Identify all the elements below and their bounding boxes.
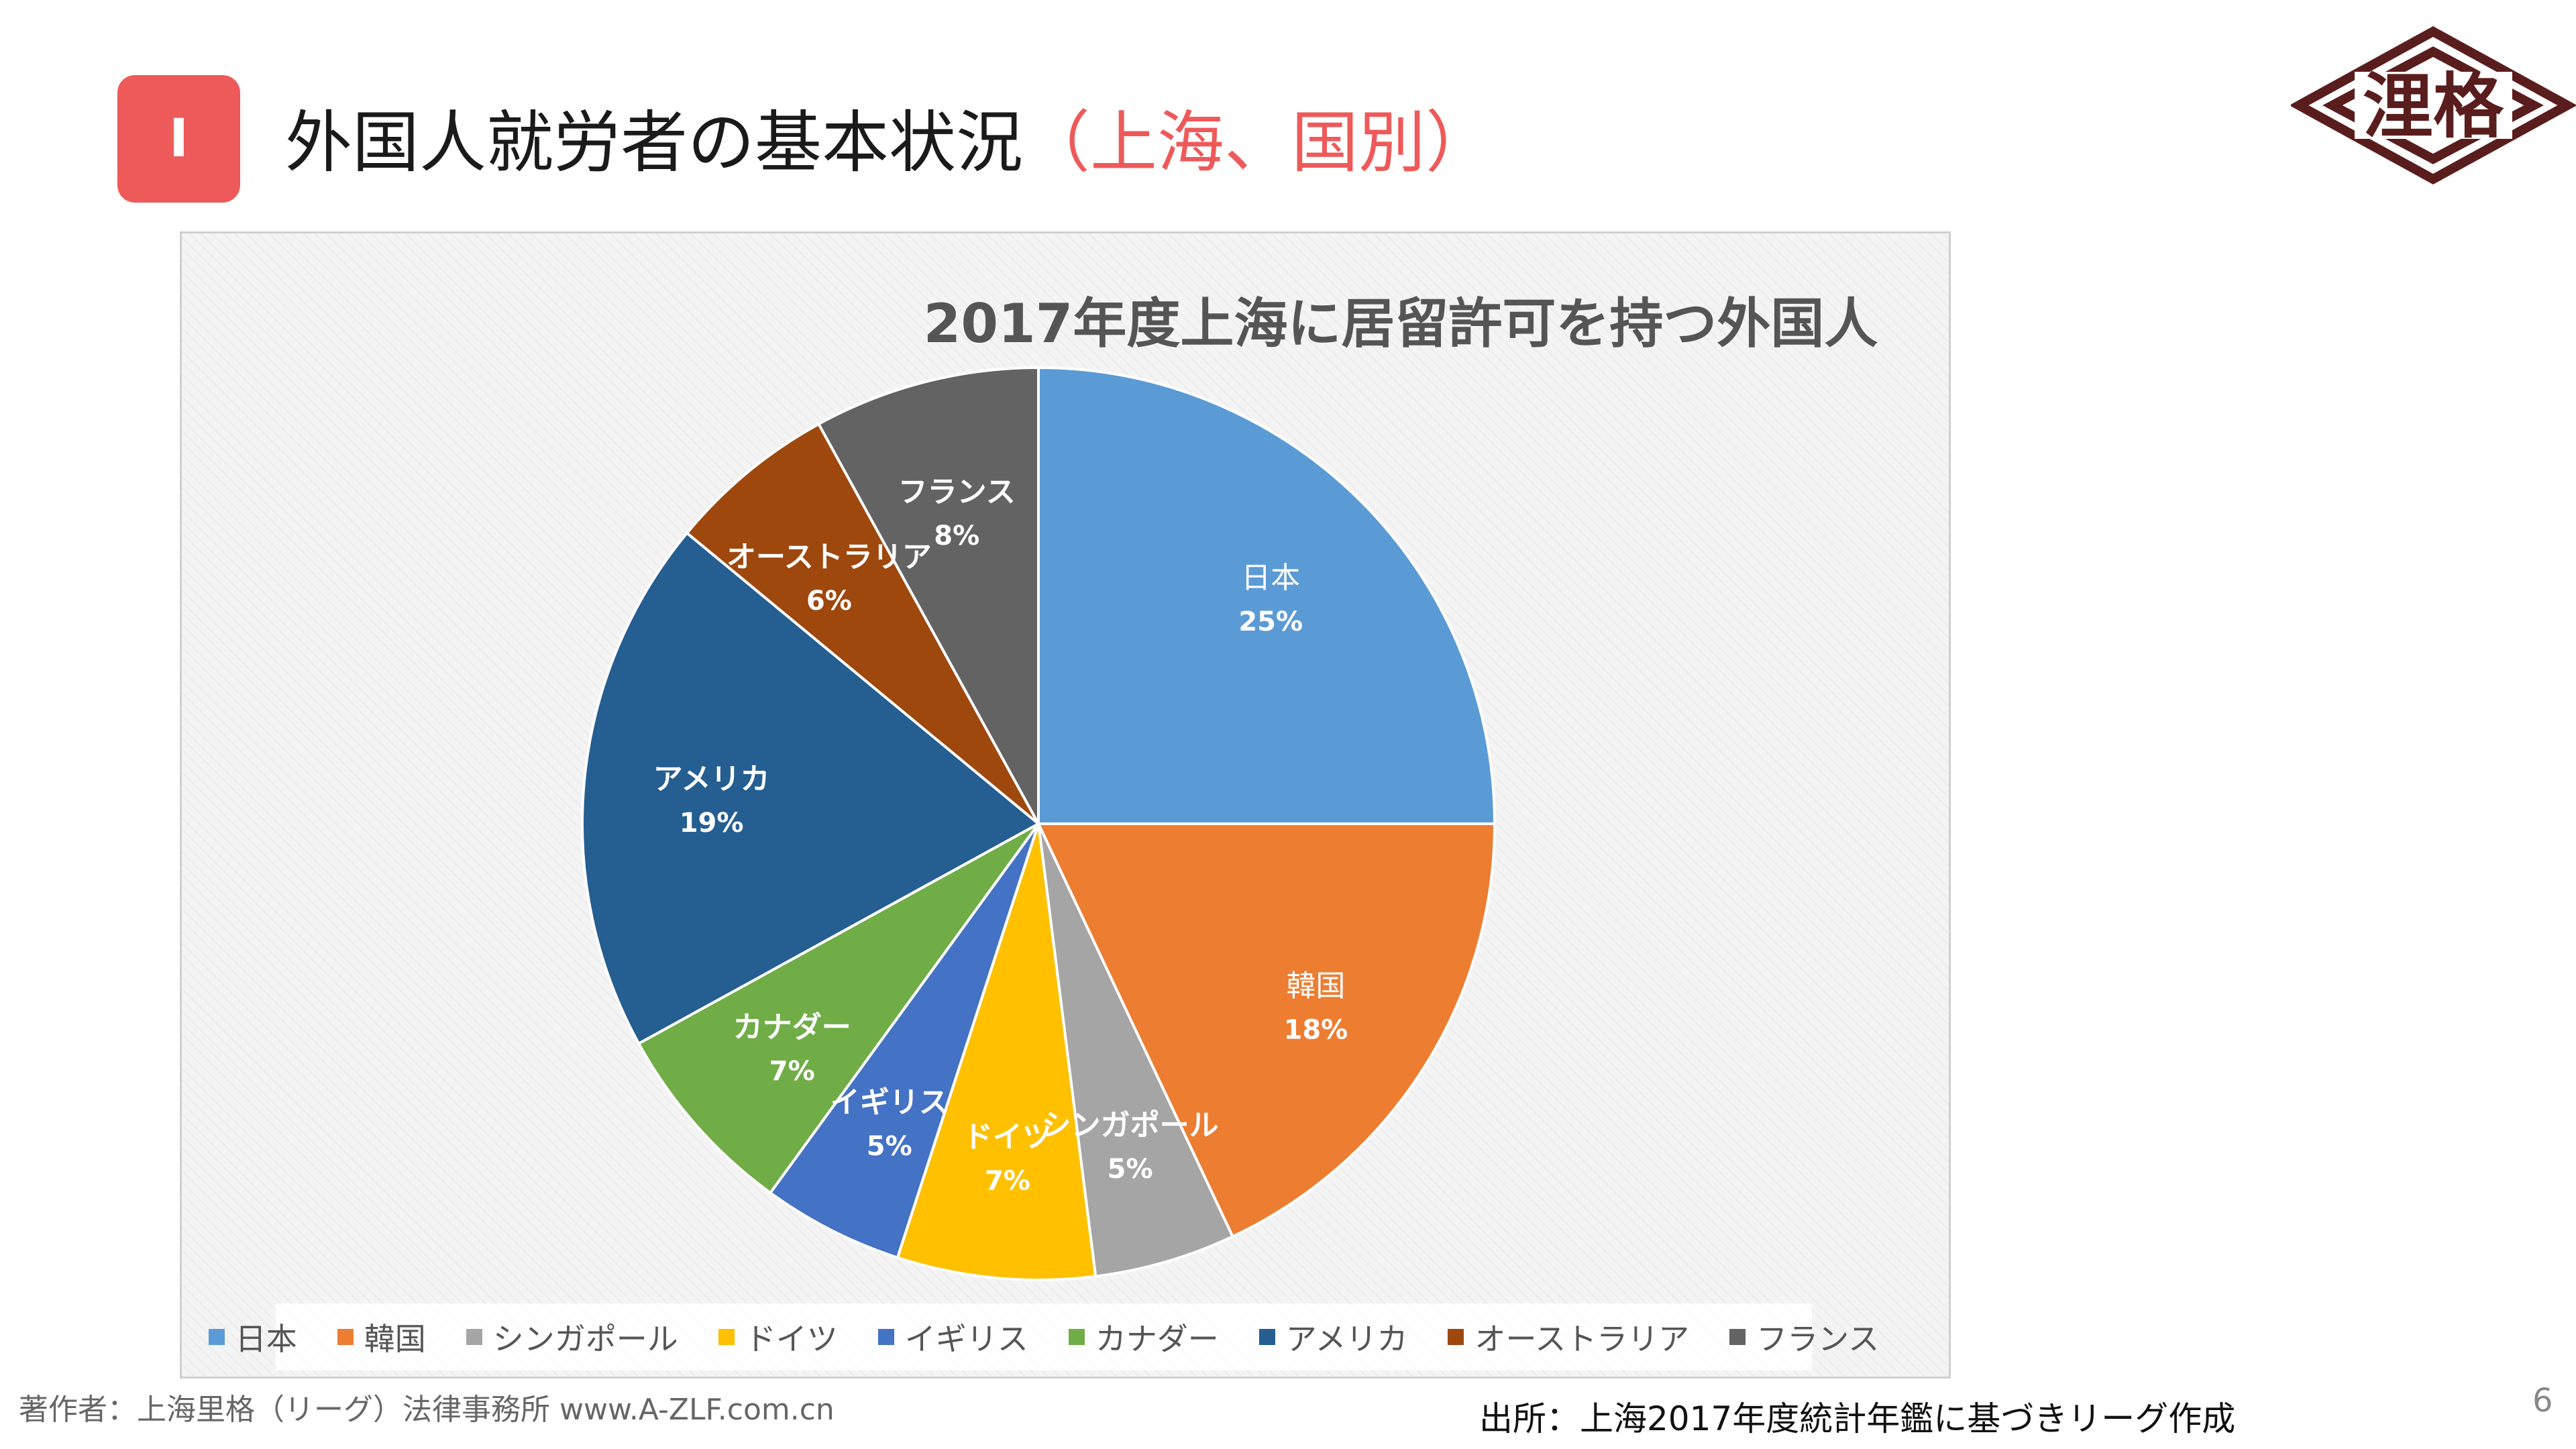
legend-swatch (1448, 1329, 1464, 1345)
pie-slice (581, 531, 1041, 1046)
pie-slice (685, 422, 1040, 825)
legend-label: 韓国 (364, 1321, 426, 1357)
slice-value-label: 7% (985, 1165, 1030, 1196)
legend-label: シンガポール (492, 1321, 678, 1357)
chart-area: 日本 25% 韓国 18% シンガポール 5% ドイツ 7% イギリス 5% カナダー 7% アメリカ 1… (180, 231, 1951, 1379)
legend-swatch (466, 1329, 482, 1345)
pie-slice (1037, 366, 1497, 825)
slice-category-label: 日本 (1241, 561, 1300, 595)
legend-item: アメリカ (1258, 1315, 1408, 1359)
legend-item: 韓国 (337, 1315, 426, 1359)
pie-slice (816, 366, 1040, 824)
legend-swatch (1068, 1329, 1085, 1345)
slice-category-label: フランス (898, 475, 1016, 509)
slice-category-label: ドイツ (963, 1120, 1052, 1154)
slice-category-label: イギリス (830, 1085, 949, 1120)
pie-slice (1037, 823, 1235, 1278)
legend-item: イギリス (877, 1315, 1028, 1359)
legend-item: ドイツ (718, 1315, 838, 1359)
legend-swatch (718, 1329, 735, 1345)
legend-swatch (877, 1329, 894, 1345)
legend-item: 日本 (208, 1315, 297, 1359)
legend-label: ドイツ (745, 1321, 838, 1357)
firm-logo: 浬格 (2291, 26, 2576, 184)
legend-label: 日本 (235, 1321, 297, 1357)
pie-slice (637, 822, 1040, 1195)
chart-legend: 日本 韓国 シンガポール ドイツ イギリス カナダー アメリカ オーストラリア フランス (208, 1303, 1879, 1371)
page-title: 外国人就労者の基本状況（上海、国別） (285, 99, 1493, 186)
pie-chart: 日本 25% 韓国 18% シンガポール 5% ドイツ 7% イギリス 5% カナダー 7% アメリカ 1… (581, 366, 1497, 1282)
legend-label: カナダー (1095, 1321, 1219, 1357)
slice-value-label: 25% (1238, 606, 1303, 637)
legend-swatch (1258, 1329, 1275, 1345)
slice-value-label: 18% (1284, 1014, 1348, 1045)
pie-slice (896, 823, 1097, 1282)
slice-value-label: 6% (806, 586, 852, 616)
legend-label: イギリス (904, 1321, 1028, 1357)
slice-value-label: 8% (934, 521, 979, 551)
slice-category-label: カナダー (733, 1010, 851, 1044)
legend-item: フランス (1729, 1315, 1879, 1359)
legend-label: フランス (1756, 1321, 1880, 1357)
legend-label: アメリカ (1285, 1321, 1408, 1357)
svg-text:浬格: 浬格 (2363, 64, 2504, 148)
page-title-accent: （上海、国別） (1023, 103, 1493, 182)
slice-value-label: 7% (769, 1056, 815, 1087)
legend-swatch (1729, 1329, 1746, 1345)
legend-swatch (337, 1329, 354, 1345)
slice-category-label: アメリカ (653, 762, 770, 796)
legend-item: シンガポール (466, 1315, 678, 1359)
chart-title: 2017年度上海に居留許可を持つ外国人 (923, 292, 1878, 355)
legend-item: カナダー (1068, 1315, 1219, 1359)
section-badge: I (117, 75, 240, 203)
legend-item: オーストラリア (1448, 1315, 1689, 1359)
slice-value-label: 5% (1108, 1154, 1153, 1185)
slice-value-label: 19% (680, 808, 744, 839)
slice-category-label: オーストラリア (727, 540, 932, 574)
pie-slice (768, 822, 1040, 1260)
slice-value-label: 5% (867, 1131, 912, 1162)
legend-swatch (208, 1329, 225, 1345)
page-number: 6 (2532, 1382, 2553, 1419)
slice-category-label: 韓国 (1286, 969, 1345, 1003)
footer-author: 著作者：上海里格（リーグ）法律事務所 www.A-ZLF.com.cn (19, 1393, 835, 1427)
slice-category-label: シンガポール (1042, 1108, 1219, 1142)
footer-source: 出所：上海2017年度統計年鑑に基づきリーグ作成 (1479, 1399, 2236, 1438)
pie-slice (1036, 822, 1497, 1238)
legend-label: オーストラリア (1474, 1321, 1690, 1357)
page-title-main: 外国人就労者の基本状況 (285, 103, 1023, 182)
